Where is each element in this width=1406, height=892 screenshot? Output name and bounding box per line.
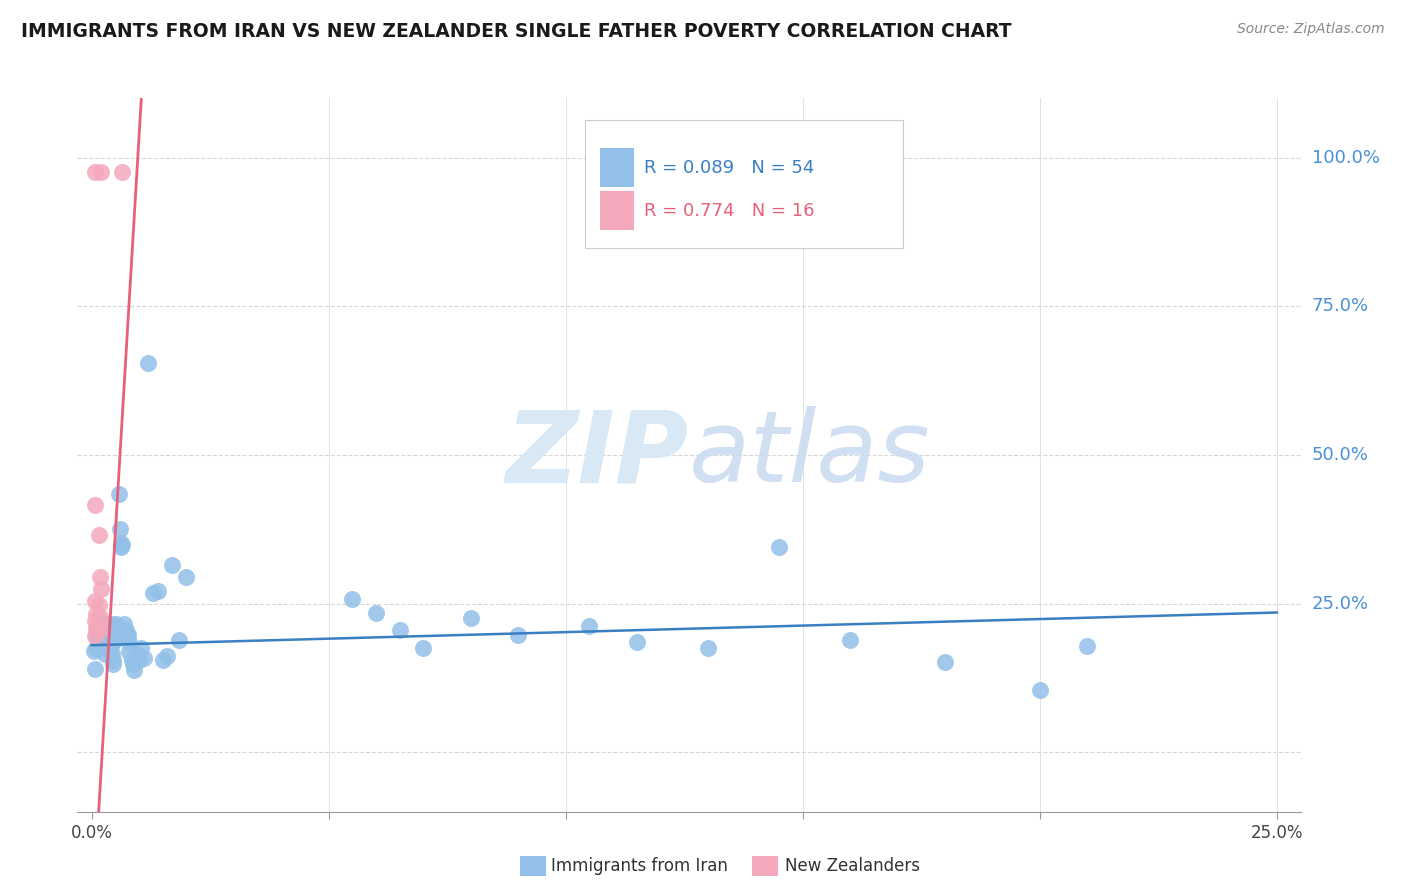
Point: [364, 606, 387, 620]
Point: [101, 653, 124, 667]
Point: [508, 627, 530, 641]
Point: [103, 657, 125, 672]
Text: R = 0.774   N = 16: R = 0.774 N = 16: [644, 202, 814, 219]
Point: [107, 629, 129, 643]
Point: [104, 633, 127, 648]
Point: [96, 635, 118, 649]
Point: [90, 582, 112, 596]
Point: [142, 586, 165, 600]
Text: 25.0%: 25.0%: [1312, 595, 1369, 613]
Point: [84, 662, 107, 676]
Point: [105, 617, 128, 632]
Point: [89, 570, 111, 584]
FancyBboxPatch shape: [585, 120, 903, 248]
Point: [94, 641, 117, 656]
Point: [108, 522, 131, 536]
Point: [87, 629, 110, 643]
Point: [169, 633, 191, 648]
Point: [131, 641, 153, 656]
Point: [125, 647, 148, 661]
Point: [626, 635, 648, 649]
Point: [84, 593, 107, 607]
Point: [87, 528, 110, 542]
Point: [117, 635, 139, 649]
Point: [388, 624, 411, 638]
Point: [934, 655, 956, 669]
Text: 50.0%: 50.0%: [1312, 446, 1368, 464]
Point: [100, 617, 122, 632]
FancyBboxPatch shape: [599, 191, 634, 230]
Point: [89, 617, 111, 632]
Point: [122, 657, 145, 672]
Point: [152, 653, 174, 667]
Point: [412, 641, 434, 656]
Point: [91, 624, 114, 638]
Point: [110, 536, 132, 550]
Point: [83, 644, 105, 658]
Point: [84, 615, 107, 629]
Point: [87, 617, 110, 632]
Text: Immigrants from Iran: Immigrants from Iran: [551, 857, 728, 875]
Text: IMMIGRANTS FROM IRAN VS NEW ZEALANDER SINGLE FATHER POVERTY CORRELATION CHART: IMMIGRANTS FROM IRAN VS NEW ZEALANDER SI…: [21, 22, 1012, 41]
Point: [114, 627, 136, 641]
Text: New Zealanders: New Zealanders: [785, 857, 920, 875]
Point: [111, 165, 134, 179]
Point: [84, 629, 107, 643]
Point: [89, 624, 111, 638]
Point: [108, 486, 131, 500]
Point: [460, 611, 482, 625]
Point: [84, 622, 107, 636]
Point: [342, 591, 364, 606]
Point: [90, 635, 112, 649]
Point: [86, 620, 108, 634]
FancyBboxPatch shape: [599, 148, 634, 187]
Point: [90, 165, 112, 179]
Point: [1076, 640, 1098, 654]
Point: [115, 629, 138, 643]
Point: [578, 619, 600, 633]
Point: [122, 663, 145, 677]
Point: [132, 651, 155, 665]
Point: [146, 583, 169, 598]
Point: [176, 570, 198, 584]
Point: [696, 641, 718, 656]
Point: [84, 165, 107, 179]
Point: [94, 647, 117, 661]
Point: [111, 538, 134, 552]
Point: [84, 607, 107, 622]
Point: [160, 558, 183, 572]
Point: [89, 609, 111, 624]
Text: 75.0%: 75.0%: [1312, 297, 1369, 315]
Point: [768, 540, 790, 554]
Point: [84, 641, 107, 656]
Point: [97, 624, 120, 638]
Point: [114, 624, 136, 638]
Point: [100, 640, 122, 654]
Point: [118, 645, 141, 659]
Text: R = 0.089   N = 54: R = 0.089 N = 54: [644, 159, 814, 177]
Point: [103, 624, 125, 638]
Point: [138, 356, 160, 370]
Text: atlas: atlas: [689, 407, 931, 503]
Point: [121, 653, 143, 667]
Text: Source: ZipAtlas.com: Source: ZipAtlas.com: [1237, 22, 1385, 37]
Point: [84, 629, 107, 643]
Point: [117, 627, 139, 641]
Text: ZIP: ZIP: [506, 407, 689, 503]
Point: [110, 540, 132, 554]
Point: [101, 647, 124, 661]
Point: [93, 629, 115, 643]
Point: [839, 633, 862, 648]
Point: [128, 653, 150, 667]
Point: [1029, 682, 1052, 697]
Point: [156, 648, 179, 663]
Point: [94, 617, 117, 632]
Text: 100.0%: 100.0%: [1312, 149, 1379, 167]
Point: [84, 499, 107, 513]
Point: [98, 629, 121, 643]
Point: [112, 617, 135, 632]
Point: [87, 598, 110, 612]
